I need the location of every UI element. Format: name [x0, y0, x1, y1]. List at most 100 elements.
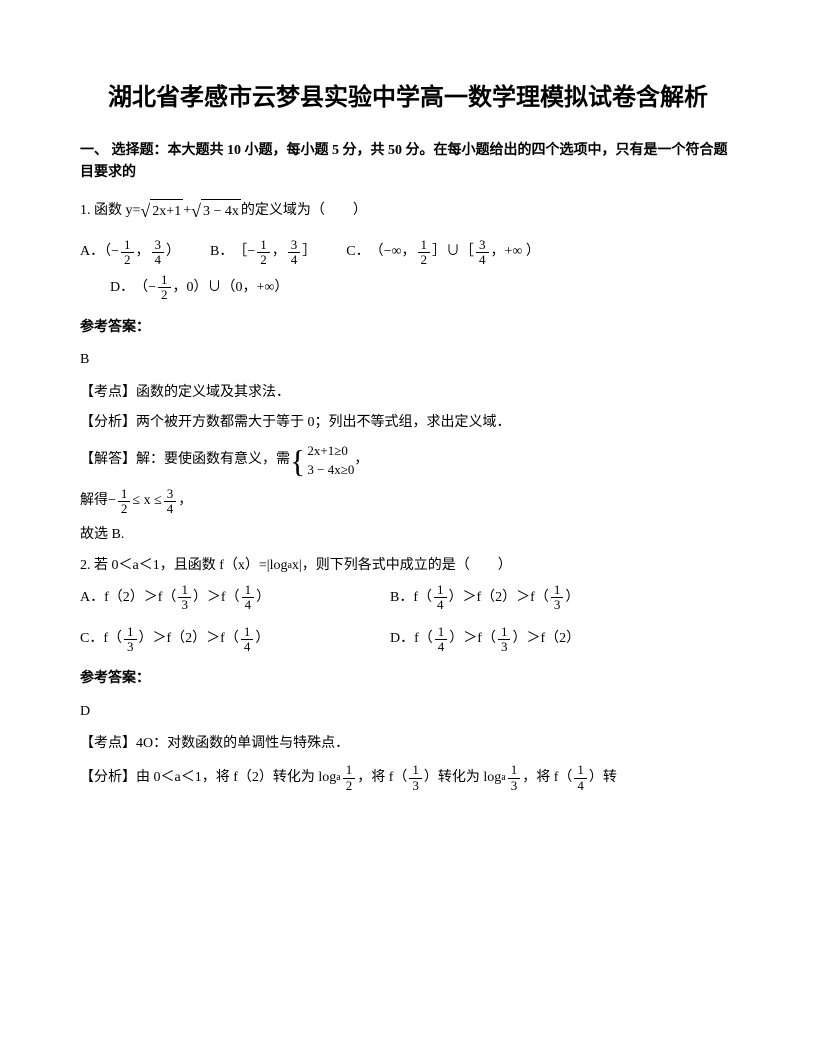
page-title: 湖北省孝感市云梦县实验中学高一数学理模拟试卷含解析	[80, 80, 736, 116]
q1-option-b: B． ［− 12 ， 34 ］	[210, 238, 316, 268]
fraction: 14	[241, 625, 254, 655]
fraction: 14	[435, 625, 448, 655]
q1-answer-label: 参考答案：	[80, 317, 736, 339]
subscript-a: a	[501, 770, 505, 786]
sys-eq1: 2x+1≥0	[307, 442, 354, 460]
jieda-pre: 【解答】解：要使函数有意义，需	[80, 449, 290, 471]
q1-jieda: 【解答】解：要使函数有意义，需 { 2x+1≥0 3 − 4x≥0 ，	[80, 442, 736, 478]
jiede-close: ，	[178, 490, 192, 512]
fraction: 13	[498, 625, 511, 655]
radical-sign: √	[140, 197, 150, 226]
q1-answer: B	[80, 349, 736, 371]
q2-stem-post: x|，则下列各式中成立的是（ ）	[292, 555, 512, 577]
q2-answer-label: 参考答案：	[80, 668, 736, 690]
q2c-pre: C．f（	[80, 628, 122, 650]
q2-kaodian: 【考点】4O：对数函数的单调性与特殊点．	[80, 733, 736, 755]
q2a-pre: A．f（2）＞f（	[80, 587, 176, 609]
opt-b-close: ］	[302, 241, 316, 263]
sqrt-body-1: 2x+1	[150, 199, 183, 223]
fraction: 34	[476, 238, 489, 268]
q2-option-d: D．f（ 14 ）＞f（ 13 ）＞f（2）	[390, 625, 700, 655]
q2b-pre: B．f（	[390, 587, 432, 609]
fraction: 14	[574, 763, 587, 793]
opt-a-label: A．（−	[80, 241, 119, 263]
equation-system: { 2x+1≥0 3 − 4x≥0	[290, 442, 354, 478]
q1-suffix: 的定义域为（ ）	[241, 200, 367, 222]
jieda-post: ，	[354, 449, 368, 471]
q1-option-d: D． （− 12 ，0）∪（0，+∞）	[110, 273, 736, 303]
opt-b-open: ［−	[233, 241, 255, 263]
fraction: 13	[124, 625, 137, 655]
q2-fenxi-mid2: ）转化为 log	[424, 767, 501, 789]
q2-fenxi-mid3: ，将 f（	[522, 767, 572, 789]
opt-c-mid: ］∪［	[432, 241, 474, 263]
fraction: 12	[418, 238, 431, 268]
opt-a-end: ）	[166, 241, 180, 263]
fraction: 13	[178, 583, 191, 613]
q2-fenxi-end: ）转	[589, 767, 617, 789]
q2-option-a: A．f（2）＞f（ 13 ）＞f（ 14 ）	[80, 583, 390, 613]
section-header: 一、 选择题：本大题共 10 小题，每小题 5 分，共 50 分。在每小题给出的…	[80, 140, 736, 185]
opt-b-label: B．	[210, 241, 233, 263]
sys-eq2: 3 − 4x≥0	[307, 461, 354, 479]
q1-option-c: C． （−∞， 12 ］∪［ 34 ，+∞ ）	[346, 238, 540, 268]
opt-d-open: （−	[134, 277, 156, 299]
q1-jiede: 解得 − 12 ≤ x ≤ 34 ，	[80, 487, 736, 517]
q2-stem-pre: 2. 若 0＜a＜1，且函数 f（x）=|log	[80, 555, 287, 577]
fraction: 13	[409, 763, 422, 793]
jiede-pre: 解得	[80, 490, 108, 512]
opt-c-label: C．	[346, 241, 369, 263]
question-1: 1. 函数 y= √ 2x+1 + √ 3 − 4x 的定义域为（ ） A．（−…	[80, 197, 736, 547]
brace-icon: {	[290, 445, 305, 477]
opt-b-mid: ，	[272, 241, 286, 263]
fraction: 12	[343, 763, 356, 793]
fraction: 13	[551, 583, 564, 613]
sqrt-icon: √ 2x+1	[140, 197, 183, 226]
fraction: 13	[508, 763, 521, 793]
opt-c-close: ，+∞ ）	[491, 241, 540, 263]
brace-content: 2x+1≥0 3 − 4x≥0	[307, 442, 354, 478]
q2a-end: ）	[256, 587, 270, 609]
q2c-mid: ）＞f（2）＞f（	[139, 628, 239, 650]
fraction: 12	[121, 238, 134, 268]
fraction: 14	[434, 583, 447, 613]
plus-sign: +	[183, 200, 191, 222]
q2-fenxi: 【分析】由 0＜a＜1，将 f（2）转化为 loga 12 ，将 f（ 13 ）…	[80, 763, 736, 793]
fraction: 12	[257, 238, 270, 268]
subscript-a: a	[336, 770, 340, 786]
opt-d-mid: ，0）∪（0，+∞）	[173, 277, 289, 299]
q2a-mid: ）＞f（	[193, 587, 240, 609]
q2-options: A．f（2）＞f（ 13 ）＞f（ 14 ） B．f（ 14 ）＞f（2）＞f（…	[80, 583, 736, 654]
fraction: 12	[158, 273, 171, 303]
q2d-pre: D．f（	[390, 628, 433, 650]
fraction: 34	[152, 238, 165, 268]
opt-a-mid: ，	[136, 241, 150, 263]
fraction: 14	[242, 583, 255, 613]
q1-stem: 1. 函数 y= √ 2x+1 + √ 3 − 4x 的定义域为（ ）	[80, 197, 736, 226]
q2-option-c: C．f（ 13 ）＞f（2）＞f（ 14 ）	[80, 625, 390, 655]
fraction: 34	[288, 238, 301, 268]
sqrt-body-2: 3 − 4x	[201, 199, 241, 223]
q1-fenxi: 【分析】两个被开方数都需大于等于 0；列出不等式组，求出定义域．	[80, 412, 736, 434]
q2-answer: D	[80, 701, 736, 723]
q2d-mid: ）＞f（	[449, 628, 496, 650]
question-2: 2. 若 0＜a＜1，且函数 f（x）=|log a x|，则下列各式中成立的是（ …	[80, 555, 736, 793]
radical-sign: √	[191, 197, 201, 226]
q1-option-a: A．（− 12 ， 34 ）	[80, 238, 180, 268]
fraction: 34	[164, 487, 177, 517]
sqrt-icon: √ 3 − 4x	[191, 197, 241, 226]
q2b-mid: ）＞f（2）＞f（	[449, 587, 549, 609]
q2d-end: ）＞f（2）	[512, 628, 580, 650]
q1-prefix: 1. 函数 y=	[80, 200, 140, 222]
opt-d-label: D．	[110, 277, 134, 299]
fraction: 12	[118, 487, 131, 517]
q2-fenxi-pre: 【分析】由 0＜a＜1，将 f（2）转化为 log	[80, 767, 336, 789]
q2b-end: ）	[565, 587, 579, 609]
opt-c-open: （−∞，	[370, 241, 416, 263]
q2-stem: 2. 若 0＜a＜1，且函数 f（x）=|logax|，则下列各式中成立的是（ …	[80, 555, 736, 577]
jiede-mid: ≤ x ≤	[132, 490, 161, 512]
q2-opt-row1: A．f（2）＞f（ 13 ）＞f（ 14 ） B．f（ 14 ）＞f（2）＞f（…	[80, 583, 736, 613]
q1-options-row1: A．（− 12 ， 34 ） B． ［− 12 ， 34 ］ C． （−∞， 1…	[80, 238, 736, 268]
q1-kaodian: 【考点】函数的定义域及其求法．	[80, 382, 736, 404]
q2-fenxi-mid1: ，将 f（	[357, 767, 407, 789]
